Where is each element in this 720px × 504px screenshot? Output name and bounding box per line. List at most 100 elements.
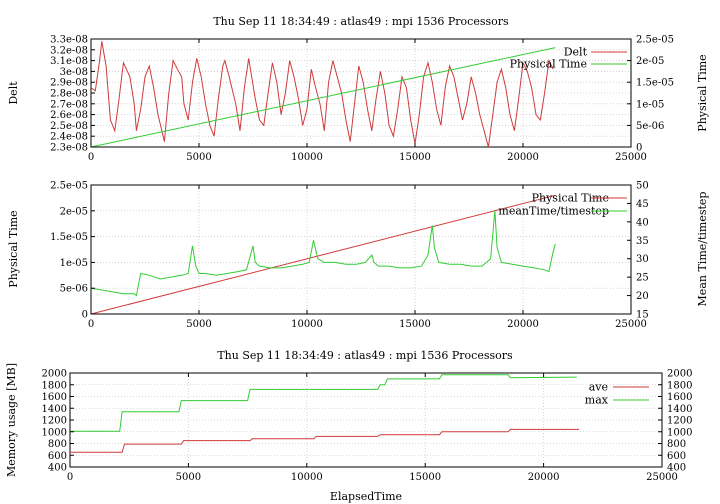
y-tick-label: 3.3e-08: [50, 35, 88, 46]
y2-tick-label: 1600: [667, 392, 692, 403]
y-tick-label: 800: [48, 439, 67, 450]
y-tick-label: 1400: [42, 404, 67, 415]
y-tick-label: 2.9e-08: [50, 78, 88, 89]
y-tick-label: 2.8e-08: [50, 89, 88, 100]
panel-3-grid: [70, 373, 662, 467]
series-line-physical-time: [90, 47, 556, 148]
x-tick-label: 5000: [186, 152, 211, 163]
panel-3-title: Thu Sep 11 18:34:49 : atlas49 : mpi 1536…: [217, 349, 513, 362]
y-tick-label: 400: [48, 463, 67, 474]
y-tick-label: 0: [82, 310, 88, 321]
x-tick-label: 25000: [646, 472, 678, 483]
x-tick-label: 5000: [176, 472, 201, 483]
x-tick-label: 20000: [507, 152, 539, 163]
x-tick-label: 10000: [291, 152, 323, 163]
y2-tick-label: 1.5e-05: [636, 78, 674, 89]
y-tick-label: 3e-08: [60, 67, 88, 78]
legend-label: meanTime/timestep: [498, 205, 609, 218]
y-tick-label: 1e-05: [60, 258, 88, 269]
panel-2-ylabel: Physical Time: [7, 210, 20, 287]
y-tick-label: 2.4e-08: [50, 132, 88, 143]
x-tick-label: 10000: [291, 472, 323, 483]
series-line-physical-time: [90, 194, 556, 315]
legend-label: Physical Time: [510, 58, 587, 71]
y2-tick-label: 1800: [667, 380, 692, 391]
y2-tick-label: 1e-05: [636, 99, 664, 110]
y-tick-label: 2.7e-08: [50, 99, 88, 110]
y-tick-label: 2000: [42, 369, 67, 380]
y2-tick-label: 2000: [667, 369, 692, 380]
y2-tick-label: 45: [636, 199, 649, 210]
panel-2-series: [90, 194, 556, 315]
y-tick-label: 1800: [42, 380, 67, 391]
panel-2-frame: [90, 184, 632, 315]
y-tick-label: 600: [48, 451, 67, 462]
y-tick-label: 2.6e-08: [50, 110, 88, 121]
series-line-delt: [90, 41, 554, 148]
y2-tick-label: 800: [667, 439, 686, 450]
panel-2-y2label: Mean Time/timestep: [696, 192, 709, 307]
y2-tick-label: 1400: [667, 404, 692, 415]
panel-3-series: [70, 374, 580, 453]
y-tick-label: 3.2e-08: [50, 45, 88, 56]
x-tick-label: 0: [88, 152, 94, 163]
series-line-meantime-timestep: [90, 210, 556, 297]
legend-label: max: [585, 394, 609, 407]
panel-2-ticks: 0 5000 10000 15000 20000 25000 0 5e-06 1e-05 1.5e…: [50, 181, 649, 331]
panel-1-grid: [91, 39, 631, 147]
y2-tick-label: 40: [636, 217, 649, 228]
panel-1-ticks: 0 5000 10000 15000 20000 25000 2.3e-082.4e-08 2…: [50, 35, 674, 164]
y2-tick-label: 2e-05: [636, 56, 664, 67]
x-tick-label: 25000: [615, 319, 647, 330]
x-tick-label: 0: [88, 319, 94, 330]
y2-tick-label: 2.5e-05: [636, 35, 674, 46]
panel-1-y2label: Physical Time: [696, 54, 709, 131]
y2-tick-label: 50: [636, 181, 649, 192]
panel-3-ticks: 0 5000 10000 15000 20000 25000400600800100012…: [42, 369, 693, 484]
legend-label: Delt: [564, 46, 588, 59]
y2-tick-label: 25: [636, 273, 649, 284]
y-tick-label: 1600: [42, 392, 67, 403]
y2-tick-label: 35: [636, 236, 649, 247]
x-tick-label: 15000: [399, 152, 431, 163]
panel-1-title: Thu Sep 11 18:34:49 : atlas49 : mpi 1536…: [213, 15, 509, 28]
panel-3-xlabel: ElapsedTime: [330, 490, 402, 503]
y2-tick-label: 1200: [667, 416, 692, 427]
panel-1-ylabel: Delt: [7, 81, 20, 105]
panel-1: Thu Sep 11 18:34:49 : atlas49 : mpi 1536…: [7, 15, 709, 163]
y-tick-label: 2.5e-05: [50, 181, 88, 192]
y2-tick-label: 15: [636, 310, 649, 321]
y-tick-label: 1000: [42, 427, 67, 438]
y2-tick-label: 600: [667, 451, 686, 462]
panel-3: Thu Sep 11 18:34:49 : atlas49 : mpi 1536…: [5, 349, 692, 503]
x-tick-label: 20000: [507, 319, 539, 330]
y-tick-label: 2.3e-08: [50, 143, 88, 154]
x-tick-label: 25000: [615, 152, 647, 163]
series-line-ave: [70, 428, 580, 453]
y2-tick-label: 1000: [667, 427, 692, 438]
x-tick-label: 10000: [291, 319, 323, 330]
y2-tick-label: 20: [636, 291, 649, 302]
y2-tick-label: 5e-06: [636, 121, 664, 132]
x-tick-label: 5000: [186, 319, 211, 330]
x-tick-label: 20000: [528, 472, 560, 483]
y-tick-label: 3.1e-08: [50, 56, 88, 67]
legend-label: ave: [589, 381, 608, 394]
y2-tick-label: 30: [636, 254, 649, 265]
x-tick-label: 15000: [409, 472, 441, 483]
y-tick-label: 1200: [42, 416, 67, 427]
y-tick-label: 2e-05: [60, 206, 88, 217]
legend-label: Physical Time: [532, 192, 609, 205]
y-tick-label: 1.5e-05: [50, 232, 88, 243]
y2-tick-label: 400: [667, 463, 686, 474]
panel-2: 0 5000 10000 15000 20000 25000 0 5e-06 1e-05 1.5e…: [7, 181, 709, 331]
panel-3-ylabel: Memory usage [MB]: [5, 363, 18, 477]
x-tick-label: 0: [67, 472, 73, 483]
panel-2-grid: [91, 185, 631, 314]
y2-tick-label: 0: [636, 143, 642, 154]
panel-1-series: [90, 41, 556, 148]
